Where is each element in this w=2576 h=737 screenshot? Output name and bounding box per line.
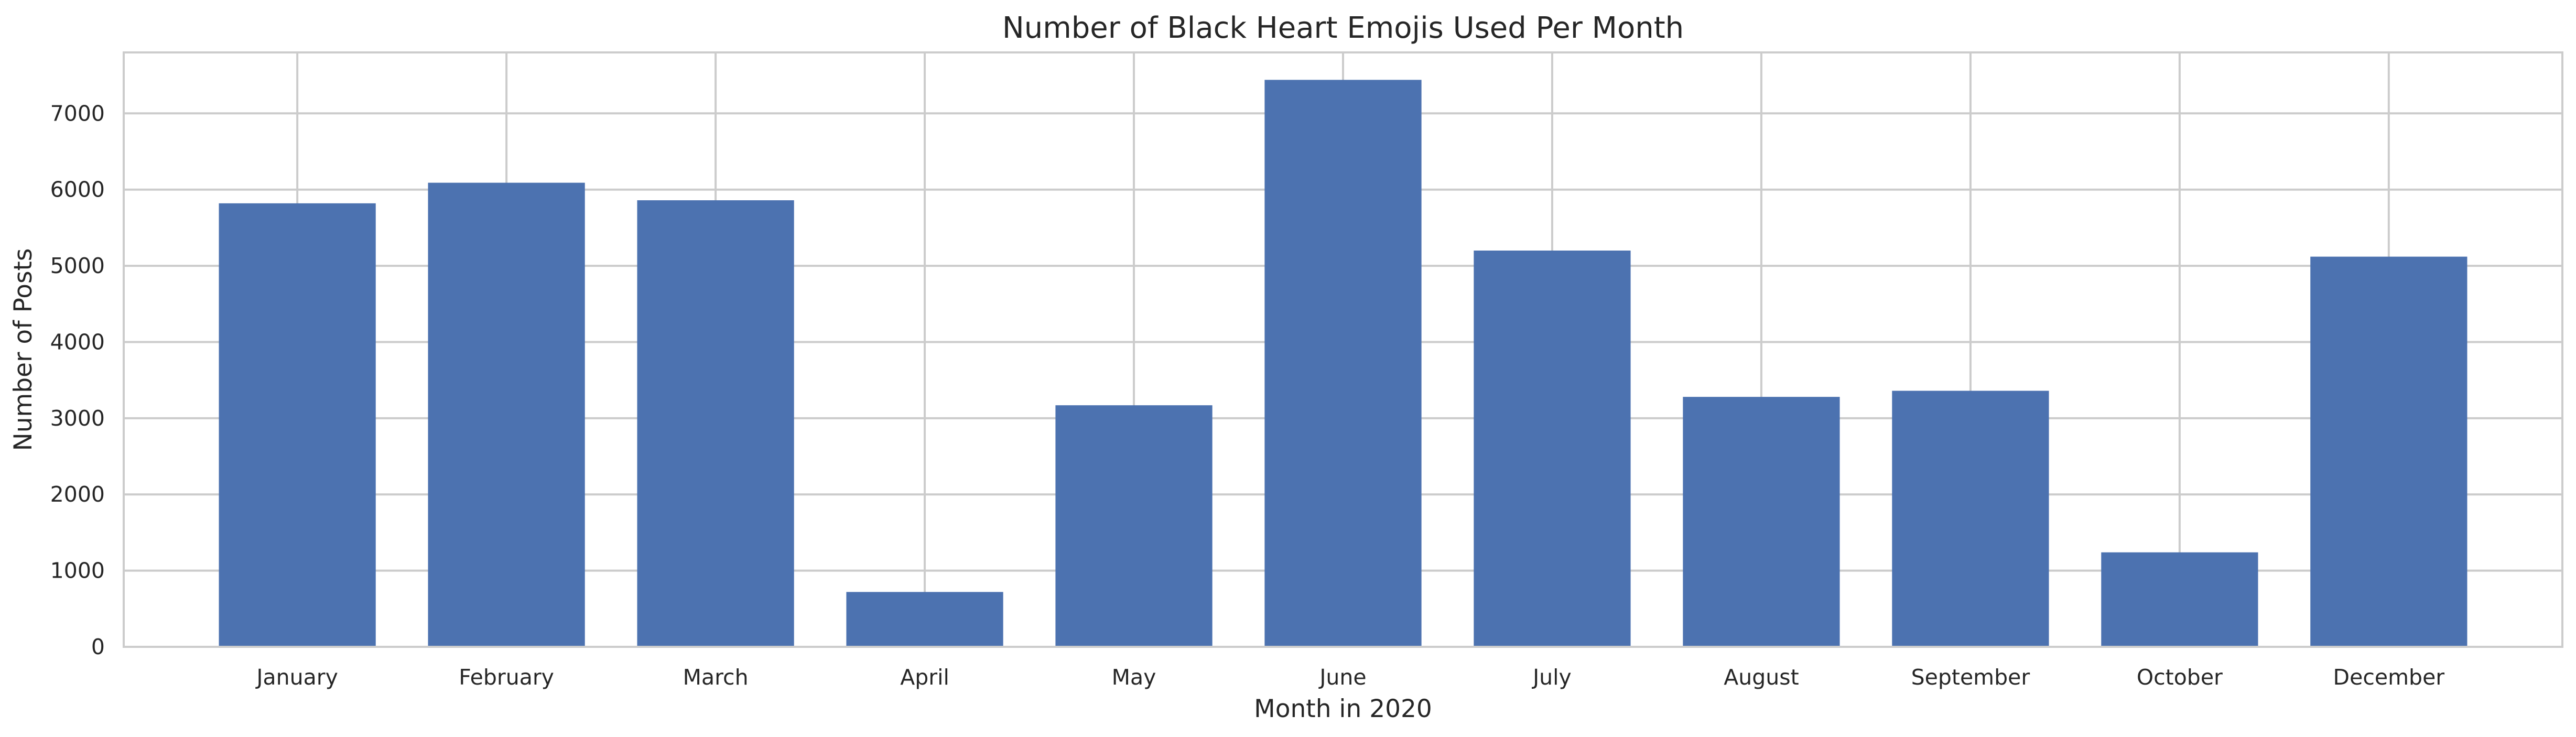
x-tick-label: September <box>1911 665 2030 690</box>
x-tick-label: February <box>459 665 554 690</box>
bar-september <box>1892 391 2049 647</box>
bars <box>219 80 2467 647</box>
bar-july <box>1474 251 1631 647</box>
bar-august <box>1683 397 1840 647</box>
x-tick-label: July <box>1531 665 1572 690</box>
chart-title: Number of Black Heart Emojis Used Per Mo… <box>1002 11 1684 45</box>
bar-june <box>1264 80 1422 647</box>
x-tick-label: October <box>2137 665 2223 690</box>
y-tick-label: 4000 <box>50 329 105 354</box>
plot-frame <box>123 51 2563 648</box>
y-tick-label: 3000 <box>50 406 105 431</box>
bar-march <box>637 200 794 647</box>
x-tick-label: April <box>900 665 949 690</box>
x-tick-label: January <box>255 665 338 690</box>
x-tick-label: May <box>1112 665 1156 690</box>
y-tick-label: 5000 <box>50 253 105 278</box>
bar-april <box>846 592 1003 647</box>
bar-february <box>428 182 585 647</box>
y-axis-label: Number of Posts <box>9 248 38 451</box>
y-tick-label: 0 <box>91 634 105 659</box>
x-axis-label: Month in 2020 <box>1254 695 1432 723</box>
x-tick-label: December <box>2333 665 2445 690</box>
bar-october <box>2101 552 2258 647</box>
y-tick-label: 7000 <box>50 101 105 126</box>
bar-january <box>219 203 376 647</box>
bar-december <box>2310 256 2467 647</box>
y-tick-label: 1000 <box>50 558 105 583</box>
x-tick-label: August <box>1724 665 1799 690</box>
x-tick-label: June <box>1318 665 1366 690</box>
y-tick-labels: 0 1000 2000 3000 4000 5000 6000 7000 <box>50 101 105 659</box>
x-tick-labels: January February March April May June July Augu… <box>255 665 2444 690</box>
x-tick-label: March <box>683 665 749 690</box>
y-tick-label: 2000 <box>50 482 105 507</box>
y-tick-label: 6000 <box>50 177 105 202</box>
bar-may <box>1055 405 1213 647</box>
